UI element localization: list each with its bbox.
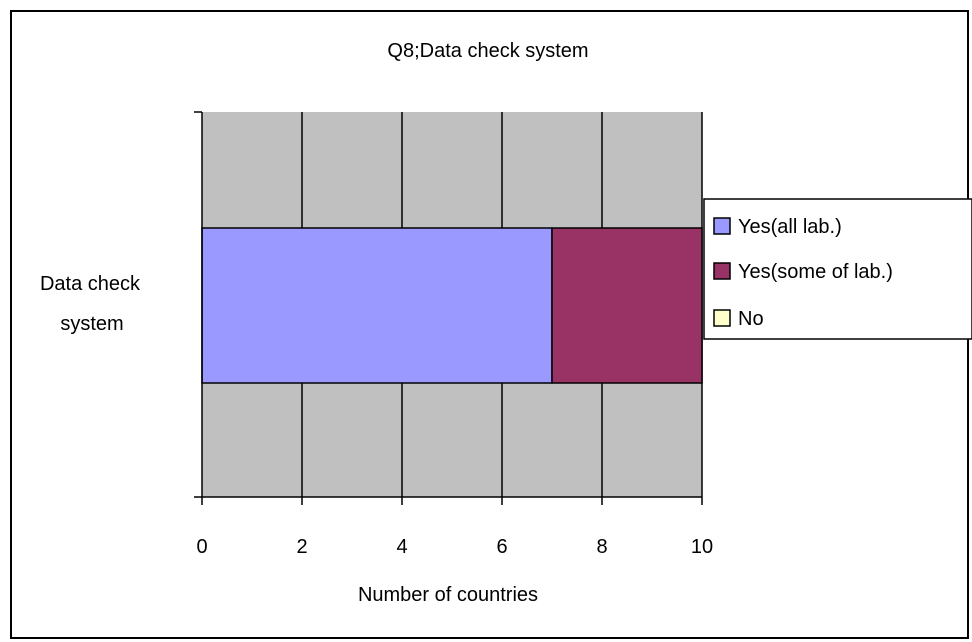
x-tick-label-8: 8 (596, 536, 607, 558)
bars (201, 227, 703, 384)
chart-title: Q8;Data check system (387, 40, 588, 62)
x-tick-label-10: 10 (691, 536, 713, 558)
x-tick-label-6: 6 (496, 536, 507, 558)
legend-label-2: Yes(some of lab.) (738, 261, 893, 283)
legend-swatch-2 (713, 262, 731, 280)
category-label-line-2: system (60, 313, 123, 335)
x-tick-label-2: 2 (296, 536, 307, 558)
bar-segment-1 (201, 227, 553, 384)
legend-swatch-1 (713, 217, 731, 235)
category-label-line-1: Data check (40, 273, 141, 295)
legend-box (703, 198, 972, 340)
bar-segment-2 (551, 227, 703, 384)
x-tick-label-4: 4 (396, 536, 407, 558)
x-axis-ticks: 0 2 4 6 8 10 (196, 497, 713, 558)
x-tick-label-0: 0 (196, 536, 207, 558)
x-axis-label: Number of countries (358, 584, 538, 606)
legend: Yes(all lab.) Yes(some of lab.) No (703, 198, 972, 340)
legend-swatch-3 (713, 309, 731, 327)
legend-label-1: Yes(all lab.) (738, 216, 842, 238)
legend-items: Yes(all lab.) Yes(some of lab.) No (713, 216, 893, 330)
legend-label-3: No (738, 308, 764, 330)
